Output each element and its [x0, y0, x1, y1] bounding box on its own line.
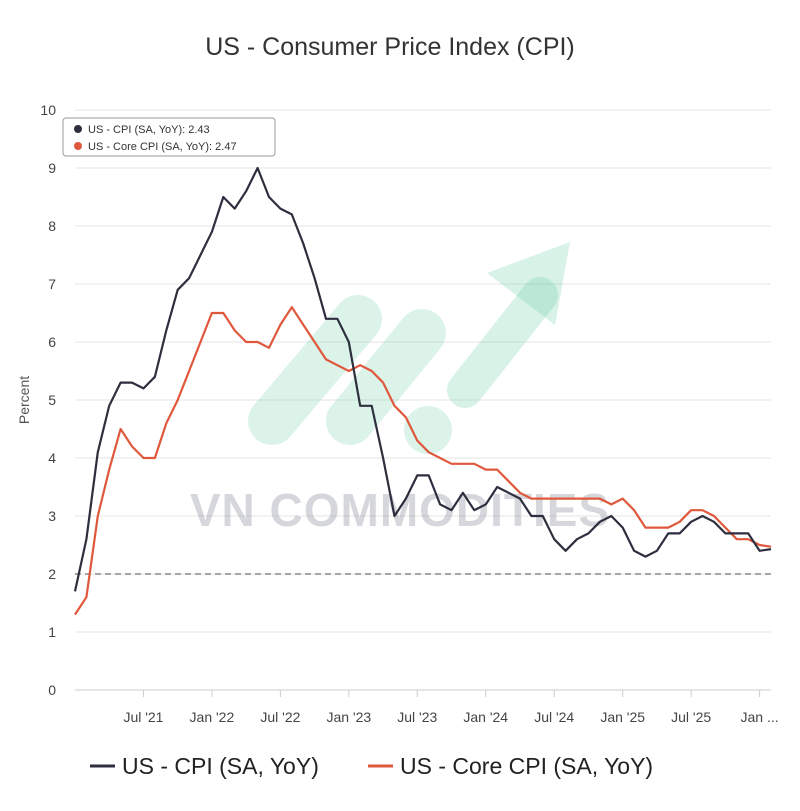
y-tick-label: 9: [48, 160, 56, 176]
x-tick-label: Jul '25: [671, 709, 711, 725]
gridlines: [75, 109, 771, 633]
y-tick-label: 8: [48, 218, 56, 234]
y-tick-label: 4: [48, 450, 56, 466]
y-tick-label: 1: [48, 624, 56, 640]
x-tick-label: Jul '22: [260, 709, 300, 725]
x-tick-label: Jan '23: [326, 709, 371, 725]
x-tick-label: Jan '24: [463, 709, 508, 725]
x-tick-label: Jul '23: [397, 709, 437, 725]
legend-item-core-cpi[interactable]: US - Core CPI (SA, YoY): [400, 753, 653, 779]
legend: US - CPI (SA, YoY) US - Core CPI (SA, Yo…: [90, 753, 653, 779]
series-line-cpi: [73, 166, 772, 592]
tooltip: US - CPI (SA, YoY): 2.43 US - Core CPI (…: [62, 117, 276, 157]
x-tick-label: Jan '25: [600, 709, 645, 725]
watermark-logo-icon: [248, 242, 570, 454]
x-tick-label: Jul '24: [534, 709, 574, 725]
tooltip-box: [62, 117, 276, 157]
y-tick-label: 5: [48, 392, 56, 408]
chart-title: US - Consumer Price Index (CPI): [205, 33, 575, 61]
y-tick-label: 3: [48, 508, 56, 524]
series-line-core-cpi: [74, 306, 772, 616]
y-tick-label: 10: [40, 102, 56, 118]
legend-item-cpi[interactable]: US - CPI (SA, YoY): [122, 753, 319, 779]
x-tick-label: Jul '21: [123, 709, 163, 725]
y-axis-ticks: 0 1 2 3 4 5 6 7 8 9 10: [40, 102, 56, 698]
x-axis-ticks: Jul '21 Jan '22 Jul '22 Jan '23 Jul '23 Jan '…: [123, 690, 779, 725]
tooltip-core: US - Core CPI (SA, YoY): 2.47: [88, 141, 237, 153]
y-tick-label: 6: [48, 334, 56, 350]
tooltip-marker-core: [74, 142, 82, 150]
y-tick-label: 7: [48, 276, 56, 292]
y-tick-label: 0: [48, 682, 56, 698]
tooltip-marker-cpi: [74, 125, 82, 133]
y-axis-label: Percent: [16, 376, 32, 424]
x-tick-label: Jan '22: [190, 709, 235, 725]
watermark-text: VN COMMODITIES: [190, 484, 610, 536]
tooltip-cpi: US - CPI (SA, YoY): 2.43: [88, 124, 210, 136]
y-tick-label: 2: [48, 566, 56, 582]
x-tick-label: Jan ...: [741, 709, 779, 725]
